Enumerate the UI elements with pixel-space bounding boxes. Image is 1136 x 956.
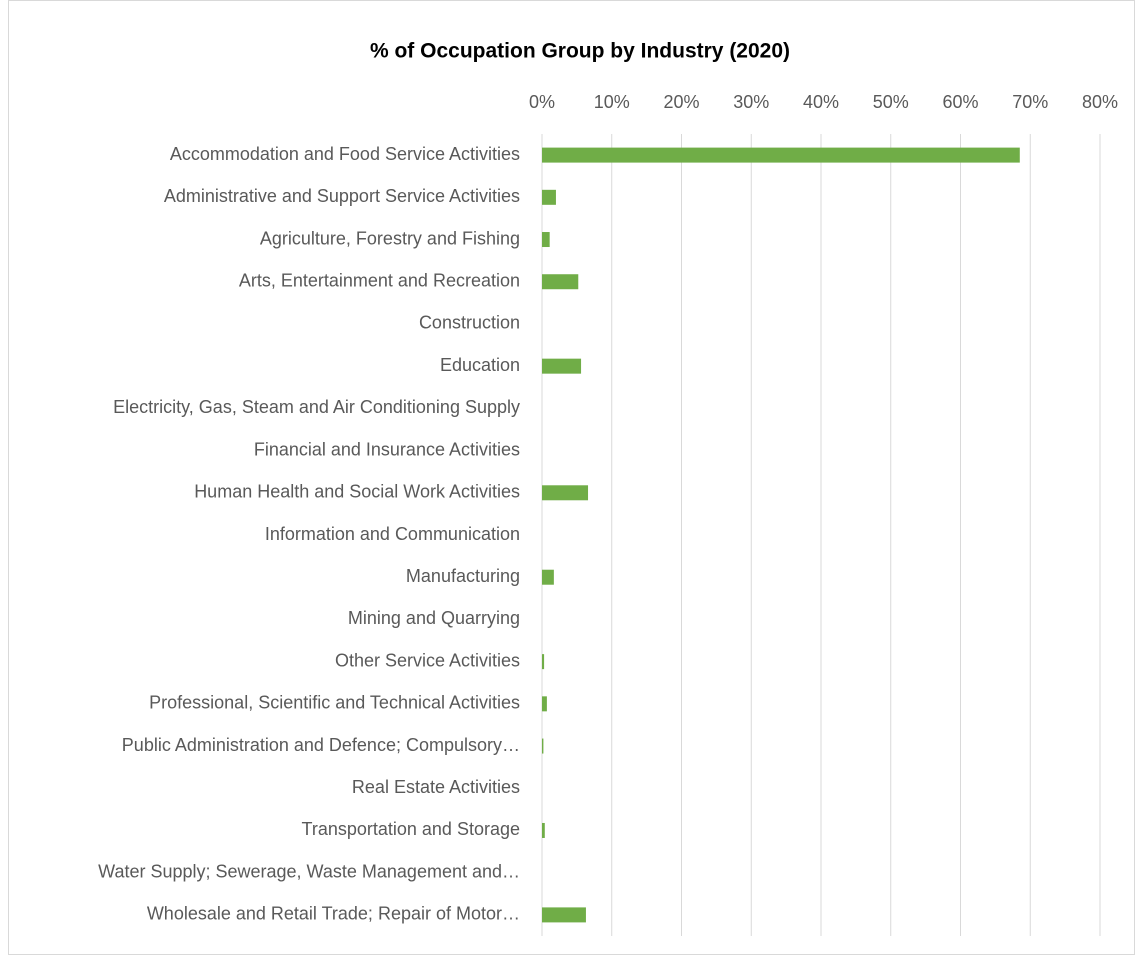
x-tick-label: 40% [803,92,839,112]
x-tick-label: 20% [663,92,699,112]
y-tick-label: Accommodation and Food Service Activitie… [170,144,520,164]
y-tick-label: Information and Communication [265,524,520,544]
y-tick-label: Transportation and Storage [302,819,520,839]
bar [542,485,589,501]
y-tick-label: Mining and Quarrying [348,608,520,628]
y-tick-label: Manufacturing [406,566,520,586]
x-tick-label: 30% [733,92,769,112]
y-tick-label: Agriculture, Forestry and Fishing [260,228,520,248]
bar [542,822,545,838]
chart-title: % of Occupation Group by Industry (2020) [370,40,790,63]
bar [542,358,582,374]
y-tick-label: Professional, Scientific and Technical A… [149,693,520,713]
x-tick-label: 10% [594,92,630,112]
y-tick-label: Wholesale and Retail Trade; Repair of Mo… [147,904,520,924]
y-tick-label: Education [440,355,520,375]
y-tick-label: Arts, Entertainment and Recreation [239,270,520,290]
y-tick-label: Real Estate Activities [352,777,520,797]
bar [542,696,547,712]
bar [542,569,554,585]
bar [542,189,556,205]
bar [542,147,1020,163]
x-tick-label: 60% [942,92,978,112]
x-tick-label: 70% [1012,92,1048,112]
y-tick-label: Financial and Insurance Activities [254,439,520,459]
y-tick-label: Water Supply; Sewerage, Waste Management… [98,861,520,881]
x-tick-label: 0% [529,92,555,112]
bar [542,274,579,290]
y-tick-label: Construction [419,313,520,333]
bar [542,232,550,248]
y-tick-label: Administrative and Support Service Activ… [164,186,520,206]
y-tick-label: Public Administration and Defence; Compu… [122,735,520,755]
x-tick-label: 80% [1082,92,1118,112]
y-tick-label: Electricity, Gas, Steam and Air Conditio… [113,397,520,417]
bar [542,738,544,754]
bar [542,654,545,670]
y-tick-label: Other Service Activities [335,650,520,670]
y-tick-label: Human Health and Social Work Activities [194,482,520,502]
bar [542,907,586,923]
x-tick-label: 50% [873,92,909,112]
